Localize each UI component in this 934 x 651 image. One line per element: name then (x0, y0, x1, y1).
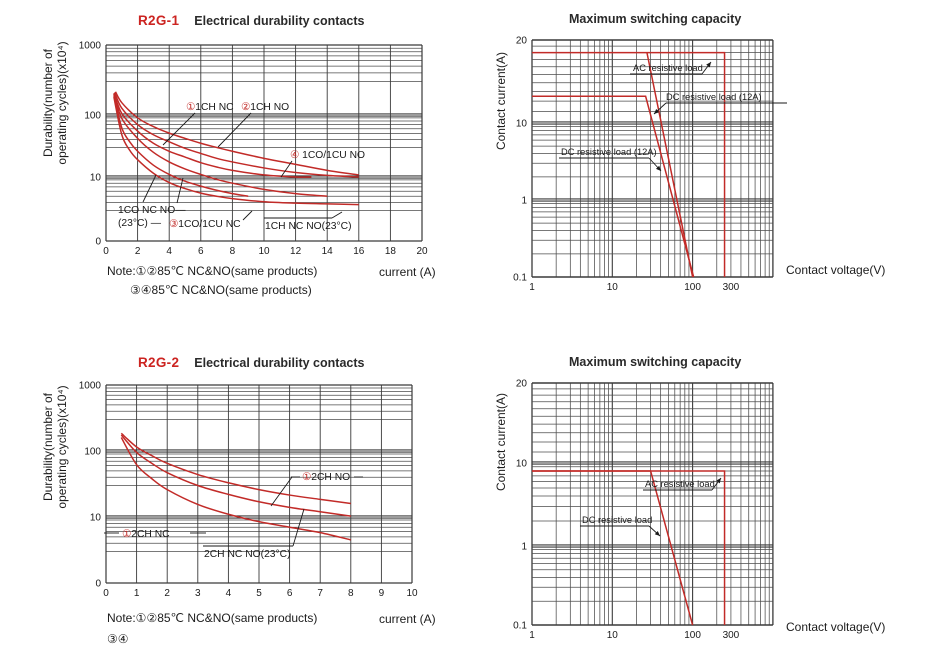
svg-text:16: 16 (353, 246, 365, 257)
chart-title-r2g2: R2G-2 Electrical durability contacts (138, 355, 364, 370)
svg-text:8: 8 (348, 588, 354, 599)
x-axis-label-r2g2-durability: current (A) (379, 612, 436, 626)
svg-text:4: 4 (226, 588, 232, 599)
svg-text:1: 1 (134, 588, 140, 599)
svg-text:18: 18 (385, 246, 397, 257)
note-r2g1-line2: ③④85℃ NC&NO(same products) (130, 283, 312, 297)
note-r2g2-line2: ③④ (107, 632, 129, 646)
note-r2g2-line1: Note:①②85℃ NC&NO(same products) (107, 611, 318, 625)
x-axis-label-r2g2-switching: Contact voltage(V) (786, 620, 886, 634)
svg-text:5: 5 (256, 588, 262, 599)
svg-text:0: 0 (103, 588, 109, 599)
svg-text:①1CH NC: ①1CH NC (186, 102, 234, 113)
svg-text:12: 12 (290, 246, 302, 257)
svg-text:10: 10 (90, 513, 102, 524)
svg-text:③1CO/1CU NC: ③1CO/1CU NC (169, 219, 241, 230)
svg-text:10: 10 (258, 246, 270, 257)
svg-text:1000: 1000 (79, 381, 102, 392)
note-r2g1-line1: Note:①②85℃ NC&NO(same products) (107, 264, 318, 278)
svg-text:DC resistive load: DC resistive load (582, 515, 652, 525)
chart-title-text: Maximum switching capacity (569, 355, 742, 369)
model-label-r2g1: R2G-1 (138, 13, 180, 28)
svg-text:6: 6 (198, 246, 204, 257)
svg-text:DC resistive load (12A): DC resistive load (12A) (561, 147, 657, 157)
svg-text:300: 300 (723, 630, 740, 641)
svg-text:3: 3 (195, 588, 201, 599)
chart-title-text: Electrical durability contacts (194, 356, 365, 370)
svg-text:20: 20 (516, 379, 528, 390)
svg-text:1000: 1000 (79, 41, 102, 52)
svg-text:2: 2 (135, 246, 141, 257)
svg-text:100: 100 (84, 447, 101, 458)
svg-text:0: 0 (95, 237, 101, 248)
svg-text:DC resistive load (12A): DC resistive load (12A) (666, 92, 762, 102)
svg-text:AC resistive load: AC resistive load (633, 63, 703, 73)
chart-title-r2g2-switching: Maximum switching capacity (569, 355, 741, 369)
svg-text:1CO NC NO—: 1CO NC NO— (118, 205, 186, 216)
svg-text:①2CH NO: ①2CH NO (302, 472, 350, 483)
chart-title-text: Maximum switching capacity (569, 12, 742, 26)
svg-text:10: 10 (516, 119, 528, 130)
svg-text:0: 0 (95, 579, 101, 590)
svg-text:①2CH NC: ①2CH NC (122, 529, 170, 540)
svg-text:(23°C) —: (23°C) — (118, 218, 162, 229)
chart-title-r2g1: R2G-1 Electrical durability contacts (138, 13, 364, 28)
svg-text:10: 10 (516, 459, 528, 470)
chart-title-text: Electrical durability contacts (194, 14, 365, 28)
svg-text:300: 300 (723, 282, 740, 293)
model-label-r2g2: R2G-2 (138, 355, 180, 370)
svg-text:100: 100 (684, 630, 701, 641)
svg-text:0: 0 (103, 246, 109, 257)
svg-text:0.1: 0.1 (513, 273, 527, 284)
svg-text:1: 1 (521, 196, 527, 207)
svg-text:1: 1 (521, 542, 527, 553)
chart-title-r2g1-switching: Maximum switching capacity (569, 12, 741, 26)
svg-text:4: 4 (166, 246, 172, 257)
svg-text:10: 10 (607, 282, 619, 293)
svg-text:10: 10 (90, 173, 102, 184)
svg-text:20: 20 (516, 36, 528, 47)
svg-text:④ 1CO/1CU NO: ④ 1CO/1CU NO (290, 150, 365, 161)
x-axis-label-r2g1-durability: current (A) (379, 265, 436, 279)
svg-text:20: 20 (416, 246, 428, 257)
svg-text:2CH NC NO(23°C): 2CH NC NO(23°C) (204, 549, 291, 560)
svg-text:100: 100 (84, 111, 101, 122)
svg-text:7: 7 (317, 588, 323, 599)
x-axis-label-r2g1-switching: Contact voltage(V) (786, 263, 886, 277)
svg-text:100: 100 (684, 282, 701, 293)
svg-text:14: 14 (322, 246, 334, 257)
svg-text:8: 8 (230, 246, 236, 257)
svg-text:6: 6 (287, 588, 293, 599)
svg-text:AC resistive load: AC resistive load (645, 479, 715, 489)
svg-text:②1CH NO: ②1CH NO (241, 102, 289, 113)
svg-text:1: 1 (529, 282, 535, 293)
svg-text:1: 1 (529, 630, 535, 641)
svg-text:10: 10 (406, 588, 418, 599)
svg-text:0.1: 0.1 (513, 621, 527, 632)
svg-text:10: 10 (607, 630, 619, 641)
svg-text:1CH NC NO(23°C): 1CH NC NO(23°C) (265, 221, 352, 232)
svg-text:9: 9 (379, 588, 385, 599)
svg-text:2: 2 (164, 588, 170, 599)
